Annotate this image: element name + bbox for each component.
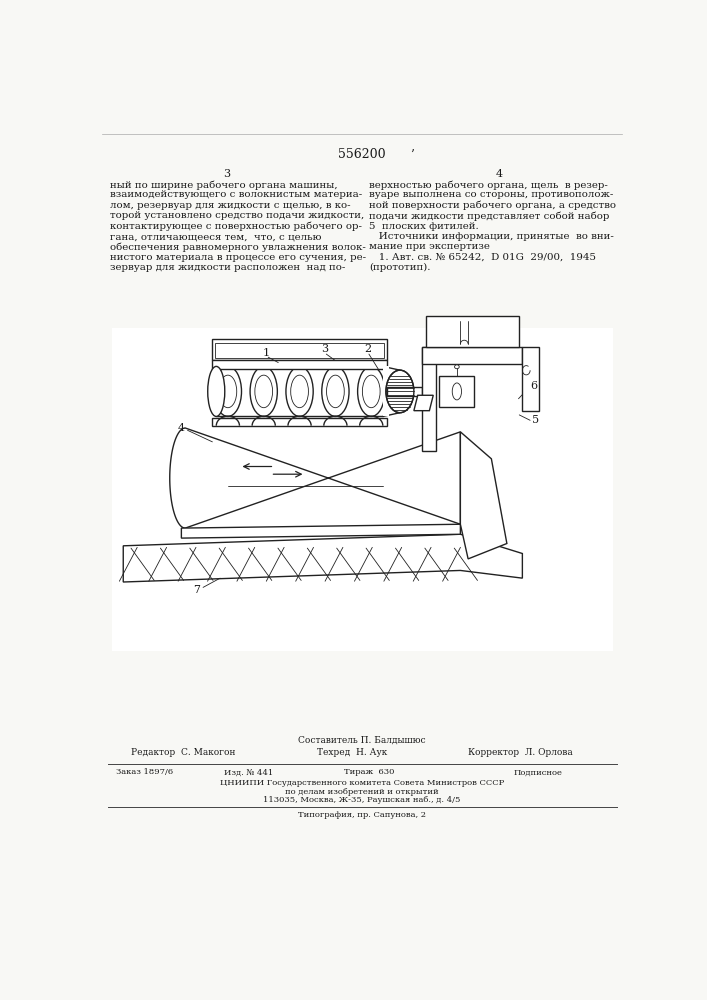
Text: 4: 4 [496, 169, 503, 179]
Text: Составитель П. Балдышюс: Составитель П. Балдышюс [298, 736, 426, 745]
Text: 3: 3 [321, 344, 328, 354]
Text: взаимодействующего с волокнистым материа-: взаимодействующего с волокнистым материа… [110, 190, 362, 199]
Text: вуаре выполнена со стороны, противополож-: вуаре выполнена со стороны, противополож… [369, 190, 613, 199]
Text: Корректор  Л. Орлова: Корректор Л. Орлова [468, 748, 573, 757]
Polygon shape [123, 534, 522, 582]
Text: (прототип).: (прототип). [369, 263, 431, 272]
Text: Типография, пр. Сапунова, 2: Типография, пр. Сапунова, 2 [298, 811, 426, 819]
Text: гана, отличающееся тем,  что, с целью: гана, отличающееся тем, что, с целью [110, 232, 322, 241]
Ellipse shape [452, 383, 462, 400]
Ellipse shape [255, 375, 273, 408]
Text: по делам изобретений и открытий: по делам изобретений и открытий [285, 788, 439, 796]
Ellipse shape [250, 366, 277, 416]
Text: Изд. № 441: Изд. № 441 [224, 768, 273, 776]
Text: ный по ширине рабочего органа машины,: ный по ширине рабочего органа машины, [110, 180, 338, 190]
Text: ’: ’ [410, 148, 414, 161]
Text: 3: 3 [223, 169, 230, 179]
Polygon shape [440, 376, 474, 407]
Text: 1: 1 [263, 348, 270, 358]
Text: обеспечения равномерного увлажнения волок-: обеспечения равномерного увлажнения воло… [110, 242, 366, 252]
Text: зервуар для жидкости расположен  над по-: зервуар для жидкости расположен над по- [110, 263, 346, 272]
Ellipse shape [358, 366, 385, 416]
Text: 4: 4 [178, 423, 185, 433]
Text: контактирующее с поверхностью рабочего ор-: контактирующее с поверхностью рабочего о… [110, 222, 362, 231]
Text: 6: 6 [530, 381, 537, 391]
Ellipse shape [286, 366, 313, 416]
Text: Тираж  630: Тираж 630 [344, 768, 395, 776]
Text: ЦНИИПИ Государственного комитета Совета Министров СССР: ЦНИИПИ Государственного комитета Совета … [220, 779, 504, 787]
Text: 5  плоских фитилей.: 5 плоских фитилей. [369, 222, 479, 231]
Ellipse shape [363, 375, 380, 408]
Ellipse shape [327, 375, 344, 408]
Text: Подписное: Подписное [513, 768, 562, 776]
Polygon shape [460, 432, 507, 559]
Text: верхностью рабочего органа, щель  в резер-: верхностью рабочего органа, щель в резер… [369, 180, 608, 190]
Text: ной поверхности рабочего органа, а средство: ной поверхности рабочего органа, а средс… [369, 201, 616, 210]
Polygon shape [421, 347, 436, 451]
Polygon shape [212, 339, 387, 360]
Text: 113035, Москва, Ж-35, Раушская наб., д. 4/5: 113035, Москва, Ж-35, Раушская наб., д. … [263, 796, 461, 804]
Ellipse shape [291, 375, 308, 408]
Text: 2: 2 [364, 344, 371, 354]
Ellipse shape [219, 375, 237, 408]
Ellipse shape [455, 365, 460, 369]
Polygon shape [212, 360, 387, 369]
Polygon shape [414, 395, 433, 411]
Text: нистого материала в процессе его сучения, ре-: нистого материала в процессе его сучения… [110, 253, 366, 262]
Text: подачи жидкости представляет собой набор: подачи жидкости представляет собой набор [369, 211, 609, 221]
Ellipse shape [322, 366, 349, 416]
Polygon shape [426, 316, 518, 347]
Ellipse shape [386, 370, 414, 413]
Text: Редактор  С. Макогон: Редактор С. Макогон [131, 748, 235, 757]
Text: торой установлено средство подачи жидкости,: торой установлено средство подачи жидкос… [110, 211, 364, 220]
Polygon shape [170, 428, 460, 528]
Polygon shape [387, 387, 421, 396]
Polygon shape [421, 347, 522, 364]
Polygon shape [182, 524, 460, 538]
Ellipse shape [214, 366, 242, 416]
Text: Техред  Н. Аук: Техред Н. Аук [317, 748, 387, 757]
Text: 7: 7 [194, 585, 200, 595]
Text: 5: 5 [532, 415, 539, 425]
Text: 1. Авт. св. № 65242,  D 01G  29/00,  1945: 1. Авт. св. № 65242, D 01G 29/00, 1945 [369, 253, 596, 262]
Text: 556200: 556200 [338, 148, 386, 161]
Text: Заказ 1897/6: Заказ 1897/6 [115, 768, 173, 776]
Polygon shape [212, 418, 387, 426]
Polygon shape [216, 343, 384, 358]
Text: Источники информации, принятые  во вни-: Источники информации, принятые во вни- [369, 232, 614, 241]
Text: мание при экспертизе: мание при экспертизе [369, 242, 490, 251]
Polygon shape [383, 366, 389, 416]
Ellipse shape [208, 366, 225, 416]
Polygon shape [522, 347, 539, 411]
Bar [112, 328, 613, 651]
Text: лом, резервуар для жидкости с щелью, в ко-: лом, резервуар для жидкости с щелью, в к… [110, 201, 351, 210]
Polygon shape [216, 366, 383, 416]
